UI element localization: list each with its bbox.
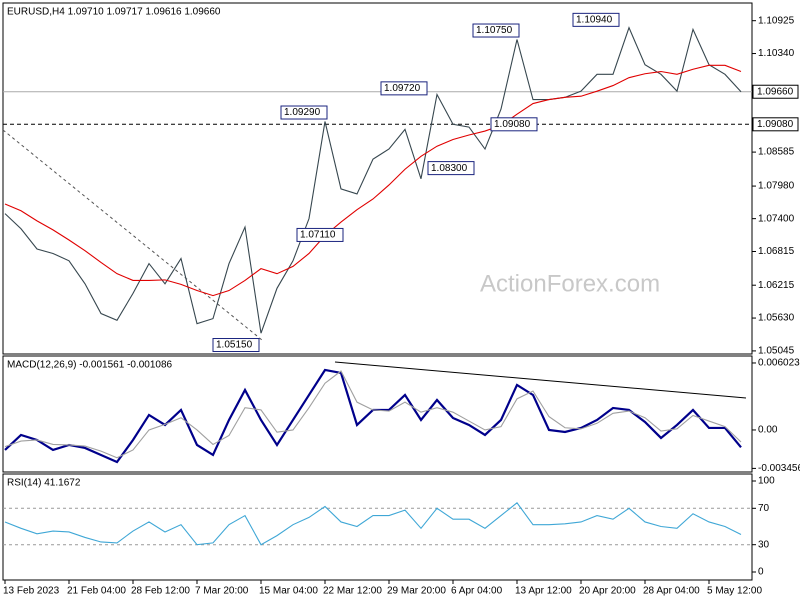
x-tick-label: 13 Feb 2023 [3, 586, 60, 597]
annotation-label: 1.05150 [216, 340, 253, 351]
price-label-box [752, 117, 799, 132]
y-tick-label: 70 [758, 503, 770, 514]
annotation-label: 1.10750 [476, 25, 513, 36]
y-tick-label: -0.003456 [758, 463, 800, 474]
annotation-box [380, 81, 428, 96]
price-label-box [752, 84, 799, 99]
series-line [4, 64, 742, 297]
annotation-box [212, 338, 260, 353]
series-line [4, 502, 742, 546]
panel-title: EURUSD,H4 1.09710 1.09717 1.09616 1.0966… [7, 7, 221, 18]
x-tick-label: 28 Feb 12:00 [131, 586, 190, 597]
price-label: 1.09080 [757, 119, 794, 130]
annotation-label: 1.10940 [576, 14, 613, 25]
panel-title: MACD(12,26,9) -0.001561 -0.001086 [7, 360, 173, 371]
annotation-label: 1.09080 [494, 119, 531, 130]
x-tick-label: 7 Mar 20:00 [195, 586, 249, 597]
x-tick-label: 5 May 12:00 [707, 586, 762, 597]
panel-title: RSI(14) 41.1672 [7, 478, 81, 489]
panel-frame [2, 2, 753, 355]
annotation-box [280, 105, 328, 120]
x-tick-label: 22 Mar 12:00 [323, 586, 382, 597]
y-tick-label: 1.06815 [758, 246, 795, 257]
y-tick-label: 1.10925 [758, 15, 795, 26]
series-line [4, 26, 742, 334]
annotation-box [427, 161, 475, 176]
annotation-box [490, 117, 538, 132]
x-tick-label: 20 Apr 20:00 [579, 586, 636, 597]
y-tick-label: 1.08585 [758, 147, 795, 158]
y-tick-label: 1.07400 [758, 213, 795, 224]
x-tick-label: 21 Feb 04:00 [67, 586, 126, 597]
y-tick-label: 0 [758, 567, 764, 578]
panel-frame [2, 355, 753, 473]
y-tick-label: 1.05630 [758, 313, 795, 324]
annotation-label: 1.09720 [384, 83, 421, 94]
price-label: 1.09660 [757, 86, 794, 97]
annotation-box [296, 227, 344, 242]
y-tick-label: 30 [758, 539, 770, 550]
x-tick-label: 13 Apr 12:00 [515, 586, 572, 597]
annotation-label: 1.07110 [300, 230, 336, 241]
y-tick-label: 0.006023 [758, 358, 800, 369]
x-tick-label: 6 Apr 04:00 [451, 586, 503, 597]
panel-frame [2, 473, 753, 581]
x-tick-label: 28 Apr 04:00 [643, 586, 700, 597]
watermark: ActionForex.com [480, 270, 660, 297]
annotation-box [572, 12, 620, 27]
series-line [4, 368, 742, 464]
y-tick-label: 1.10340 [758, 48, 795, 59]
trend-line [2, 129, 263, 341]
annotation-label: 1.09290 [284, 107, 321, 118]
annotation-label: 1.08300 [431, 163, 468, 174]
x-tick-label: 29 Mar 20:00 [387, 586, 446, 597]
annotation-box [472, 23, 520, 38]
y-tick-label: 1.06215 [758, 280, 795, 291]
macd-trend-line [334, 361, 747, 399]
y-tick-label: 1.05045 [758, 346, 795, 357]
x-tick-label: 15 Mar 04:00 [259, 586, 318, 597]
y-tick-label: 1.07980 [758, 181, 795, 192]
y-tick-label: 100 [758, 476, 775, 487]
y-tick-label: 0.00 [758, 425, 778, 436]
series-line [4, 370, 742, 459]
